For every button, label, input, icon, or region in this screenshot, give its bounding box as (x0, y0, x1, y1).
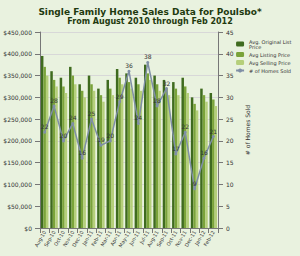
svg-text:20: 20 (106, 132, 114, 139)
svg-text:$0: $0 (24, 225, 32, 232)
svg-text:Jan-11: Jan-11 (81, 229, 95, 247)
svg-text:9: 9 (193, 180, 197, 187)
svg-text:20: 20 (60, 132, 68, 139)
svg-text:15: 15 (226, 159, 234, 166)
svg-text:Oct-11: Oct-11 (164, 229, 179, 247)
svg-text:16: 16 (78, 149, 86, 156)
svg-text:10: 10 (226, 181, 234, 188)
svg-text:28: 28 (153, 97, 161, 104)
svg-text:38: 38 (144, 53, 152, 60)
svg-text:28: 28 (50, 97, 58, 104)
svg-text:17: 17 (172, 145, 180, 152)
svg-text:24: 24 (135, 114, 143, 121)
svg-text:5: 5 (226, 203, 230, 210)
svg-text:$350,000: $350,000 (3, 72, 32, 79)
svg-text:Avg. Original List: Avg. Original List (249, 38, 293, 45)
svg-text:$100,000: $100,000 (3, 181, 32, 188)
svg-text:25: 25 (88, 110, 96, 117)
svg-text:Dec-11: Dec-11 (183, 229, 198, 248)
svg-text:Aug-11: Aug-11 (145, 229, 160, 248)
svg-text:30: 30 (226, 94, 234, 101)
svg-text:Avg Selling Price: Avg Selling Price (249, 60, 290, 67)
svg-text:19: 19 (97, 136, 105, 143)
svg-text:$150,000: $150,000 (3, 159, 32, 166)
svg-text:From August 2010 through Feb 2: From August 2010 through Feb 2012 (67, 17, 232, 26)
svg-text:Mar-11: Mar-11 (99, 229, 113, 248)
svg-text:Jan-12: Jan-12 (193, 229, 207, 247)
svg-text:$200,000: $200,000 (3, 137, 32, 144)
svg-text:Sep-11: Sep-11 (155, 229, 170, 248)
svg-text:Feb-12: Feb-12 (202, 229, 216, 247)
svg-text:Dec-10: Dec-10 (70, 229, 85, 248)
svg-text:24: 24 (69, 114, 77, 121)
svg-text:40: 40 (226, 50, 234, 57)
svg-text:32: 32 (163, 80, 171, 87)
svg-text:Price: Price (249, 44, 261, 50)
svg-text:$250,000: $250,000 (3, 116, 32, 123)
svg-text:Oct-10: Oct-10 (52, 229, 66, 247)
svg-text:# of Homes Sold: # of Homes Sold (249, 68, 291, 74)
svg-text:Single Family Home Sales Data: Single Family Home Sales Data for Poulsb… (38, 7, 262, 17)
svg-text:Aug-10: Aug-10 (33, 229, 48, 248)
svg-text:Nov-10: Nov-10 (61, 229, 76, 248)
svg-text:36: 36 (125, 62, 133, 69)
svg-text:20: 20 (226, 137, 234, 144)
svg-text:22: 22 (41, 123, 49, 130)
svg-text:29: 29 (116, 93, 124, 100)
svg-text:Jun-11: Jun-11 (127, 229, 141, 247)
svg-text:Avg Listing Price: Avg Listing Price (249, 52, 290, 59)
svg-text:$300,000: $300,000 (3, 94, 32, 101)
svg-text:$50,000: $50,000 (7, 203, 32, 210)
svg-text:22: 22 (181, 123, 189, 130)
svg-text:# of Homes Sold: # of Homes Sold (244, 105, 251, 156)
svg-text:$400,000: $400,000 (3, 50, 32, 57)
svg-text:0: 0 (226, 225, 230, 232)
svg-text:Sep-10: Sep-10 (42, 229, 57, 248)
svg-text:21: 21 (209, 128, 217, 135)
svg-text:16: 16 (200, 149, 208, 156)
svg-text:Feb-11: Feb-11 (89, 229, 104, 248)
svg-text:25: 25 (226, 116, 234, 123)
svg-text:Apr-11: Apr-11 (108, 229, 123, 247)
svg-text:$450,000: $450,000 (3, 29, 32, 36)
svg-text:May-11: May-11 (117, 229, 132, 249)
svg-text:Nov-11: Nov-11 (173, 229, 188, 248)
svg-text:35: 35 (226, 72, 234, 79)
svg-text:45: 45 (226, 29, 234, 36)
svg-text:Jul-11: Jul-11 (138, 229, 151, 245)
